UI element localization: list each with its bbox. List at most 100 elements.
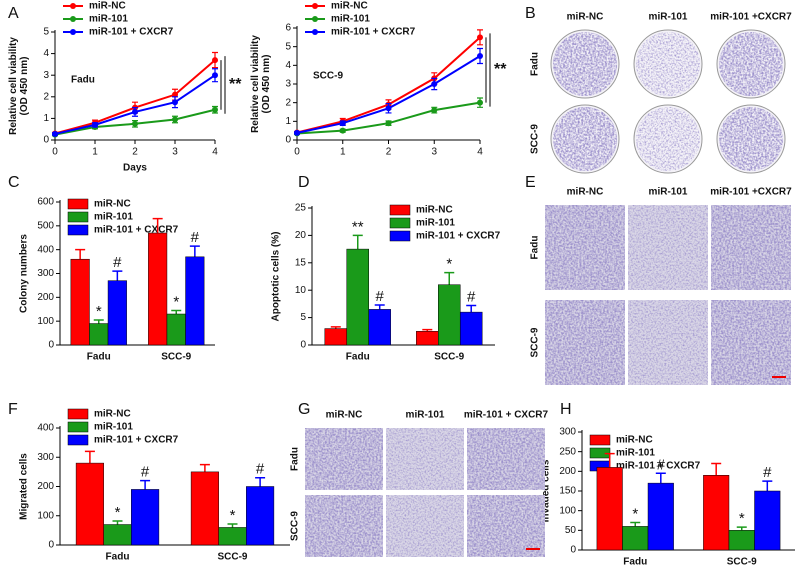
legend-label: miR-101 + CXCR7 [94, 435, 179, 446]
dish-texture [719, 32, 783, 96]
significance-label: # [763, 464, 772, 481]
data-point [172, 91, 178, 98]
y-tick-label: 300 [559, 427, 576, 438]
bar [346, 248, 369, 346]
panel-letter: G [298, 401, 310, 418]
column-label: miR-NC [326, 410, 363, 421]
y-tick-label: 25 [295, 203, 307, 214]
data-point [212, 72, 218, 79]
row-label: SCC-9 [530, 124, 541, 154]
y-tick-label: 300 [37, 268, 54, 279]
legend-label: miR-NC [416, 205, 453, 216]
bar [703, 475, 730, 551]
micrograph-texture [711, 300, 791, 385]
error-bar [171, 309, 182, 315]
x-tick-label: Fadu [623, 557, 647, 568]
significance-label: ** [352, 218, 364, 235]
legend-label: miR-101 [94, 212, 133, 223]
y-tick-label: 1 [43, 113, 49, 124]
y-tick-label: 0 [300, 340, 306, 351]
y-tick-label: 600 [37, 197, 54, 208]
legend-swatch [67, 198, 89, 210]
significance-label: * [632, 505, 638, 522]
x-tick-label: Fadu [106, 552, 130, 563]
significance-label: * [230, 507, 236, 524]
row-label: Fadu [530, 52, 541, 76]
data-point [339, 127, 346, 134]
micrograph-texture [386, 495, 464, 557]
panel-letter: H [560, 401, 572, 418]
x-tick-label: Fadu [87, 352, 111, 363]
row-label: Fadu [530, 236, 541, 260]
inset-label: SCC-9 [313, 71, 343, 82]
error-bar [93, 319, 104, 324]
x-tick-label: 2 [386, 147, 392, 158]
significance-label: * [96, 303, 102, 320]
error-bar [199, 463, 210, 472]
y-tick-label: 6 [285, 23, 291, 34]
column-label: miR-101 [649, 187, 688, 198]
micrograph-texture [711, 205, 791, 290]
micrograph-texture [305, 495, 383, 557]
bar [728, 530, 755, 551]
x-tick-label: SCC-9 [434, 352, 464, 363]
x-tick-label: 3 [431, 147, 437, 158]
significance-label: * [115, 504, 121, 521]
y-tick-label: 0 [48, 340, 54, 351]
data-point [385, 105, 392, 112]
y-axis-label: Relative cell viability [8, 37, 19, 135]
legend-label: miR-101 + CXCR7 [331, 27, 416, 38]
legend-label: miR-101 + CXCR7 [94, 225, 179, 236]
legend-marker [70, 16, 76, 22]
significance-label: * [173, 293, 179, 310]
series-line [296, 36, 481, 134]
dish-texture [636, 107, 700, 171]
dish-texture [553, 107, 617, 171]
error-bar [84, 450, 95, 464]
panel-letter: A [8, 5, 19, 22]
legend-label: miR-101 + CXCR7 [416, 231, 501, 242]
y-axis-label: (OD 450 nm) [261, 55, 272, 114]
bar [246, 486, 275, 546]
y-axis-label: Relative cell viability [250, 35, 261, 133]
error-bar [255, 476, 266, 487]
legend-label: miR-101 [331, 14, 370, 25]
y-tick-label: 0 [43, 135, 49, 146]
x-tick-label: SCC-9 [217, 552, 247, 563]
error-bar [630, 521, 641, 527]
data-point [212, 106, 218, 113]
significance-label: # [191, 229, 200, 246]
y-tick-label: 100 [37, 316, 54, 327]
bar [416, 331, 439, 346]
row-label: Fadu [290, 447, 301, 471]
bar [148, 232, 168, 346]
column-label: miR-NC [567, 12, 604, 23]
bar [622, 526, 649, 551]
significance-label: # [113, 254, 122, 271]
error-bar [152, 217, 163, 233]
data-point [431, 81, 438, 87]
error-bar [374, 304, 385, 310]
y-tick-label: 3 [285, 79, 291, 90]
significance-label: # [256, 461, 265, 478]
row-label: SCC-9 [290, 511, 301, 541]
legend-marker [70, 29, 76, 35]
y-tick-label: 300 [37, 452, 54, 463]
significance-label: ** [494, 61, 507, 78]
y-tick-label: 5 [285, 41, 291, 52]
bar [324, 328, 348, 346]
data-point [477, 99, 483, 106]
y-tick-label: 400 [37, 244, 54, 255]
data-point [132, 108, 138, 115]
column-label: miR-101 [649, 12, 688, 23]
bar [438, 284, 461, 346]
data-point [92, 121, 98, 128]
data-point [294, 129, 300, 136]
y-tick-label: 50 [565, 525, 577, 536]
error-bar [352, 234, 363, 250]
data-point [385, 120, 392, 127]
x-tick-label: SCC-9 [161, 352, 191, 363]
legend-label: miR-NC [89, 1, 126, 12]
y-tick-label: 10 [295, 285, 307, 296]
